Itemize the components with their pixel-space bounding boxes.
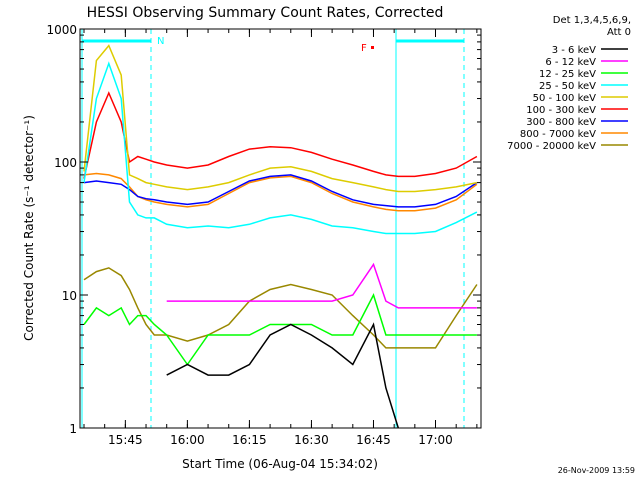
chart-title: HESSI Observing Summary Count Rates, Cor… <box>87 5 444 21</box>
series-line-0 <box>166 322 400 429</box>
legend-label: 7000 - 20000 keV <box>507 141 596 152</box>
x-tick-label: 16:30 <box>294 433 329 447</box>
legend-title: Det 1,3,4,5,6,9, <box>553 15 631 26</box>
series-line-2 <box>83 293 477 366</box>
y-tick-label: 10 <box>62 289 77 303</box>
x-tick-label: 17:00 <box>418 433 453 447</box>
x-tick-label: 16:00 <box>170 433 205 447</box>
flare-marker <box>371 46 374 49</box>
legend-label: 12 - 25 keV <box>539 69 596 80</box>
series-line-7 <box>83 172 478 212</box>
series-line-1 <box>166 262 477 309</box>
y-axis-label: Corrected Count Rate (s⁻¹ detector⁻¹) <box>22 115 36 341</box>
series-line-6 <box>83 174 478 208</box>
legend-label: 6 - 12 keV <box>545 57 596 68</box>
legend-label: 50 - 100 keV <box>533 93 597 104</box>
plot-frame <box>79 28 482 429</box>
x-tick-label: 15:45 <box>108 433 143 447</box>
y-tick-label: 1000 <box>46 23 77 37</box>
legend-label: 3 - 6 keV <box>552 45 596 56</box>
x-axis-label: Start Time (06-Aug-04 15:34:02) <box>182 457 378 471</box>
x-tick-label: 16:15 <box>232 433 267 447</box>
legend-label: 800 - 7000 keV <box>520 129 596 140</box>
legend-label: 100 - 300 keV <box>526 105 596 116</box>
series-line-4 <box>83 44 478 193</box>
x-tick-label: 16:45 <box>356 433 391 447</box>
legend-label: 25 - 50 keV <box>539 81 596 92</box>
y-tick-label: 100 <box>54 156 77 170</box>
timestamp: 26-Nov-2009 13:59 <box>558 466 635 475</box>
y-tick-label: 1 <box>69 422 77 436</box>
legend-label: 300 - 800 keV <box>526 117 596 128</box>
legend-title: Att 0 <box>607 27 631 38</box>
series-line-3 <box>83 61 478 235</box>
flare-flag-label: F <box>361 43 367 54</box>
night-flag-label: N <box>157 36 164 47</box>
series-line-5 <box>83 91 478 179</box>
